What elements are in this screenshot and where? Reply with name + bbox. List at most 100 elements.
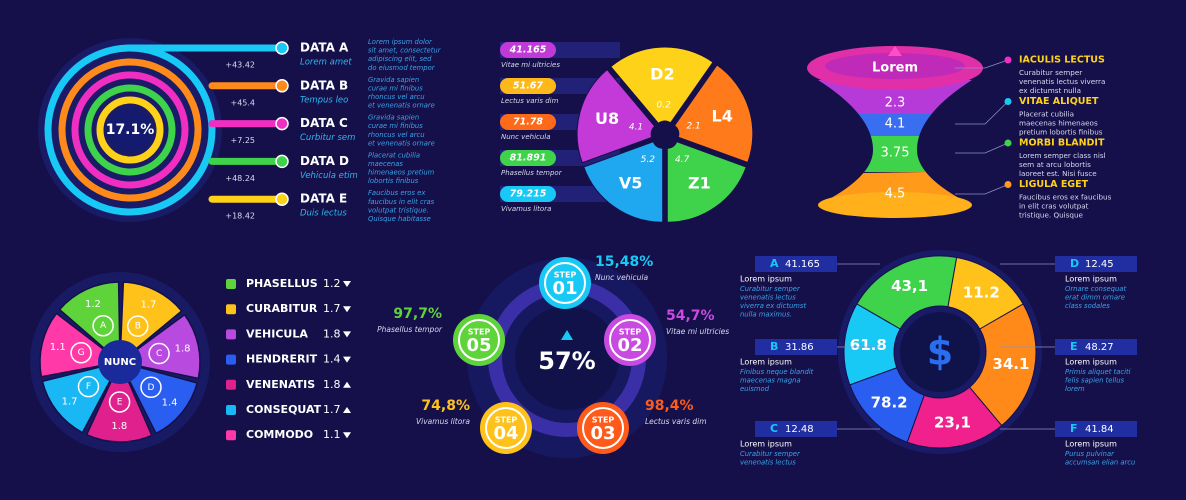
petal-value: 1.8: [111, 421, 127, 432]
legend-value: 1.7: [323, 302, 341, 315]
funnel-band: [864, 136, 926, 172]
donut-item-bar: [1055, 339, 1137, 355]
ring-delta: +18.42: [225, 212, 255, 221]
legend-value: 1.8: [323, 378, 341, 391]
donut-item-bar: [1055, 421, 1137, 437]
step-word: STEP: [592, 416, 615, 425]
legend-swatch: [226, 379, 236, 390]
funnel-value: 4.1: [885, 117, 906, 132]
donut-item-desc: Ornare consequat: [1065, 285, 1126, 293]
funnel-connector: [955, 184, 1009, 195]
funnel-dot: [1004, 98, 1012, 105]
donut-item-title: Lorem ipsum: [740, 440, 792, 449]
donut-item-value: 31.86: [785, 342, 814, 353]
ring-desc: Quisque habitasse: [368, 215, 431, 223]
legend-name: VENENATIS: [246, 378, 315, 391]
pie-slice: [673, 64, 754, 164]
legend-trend: [343, 356, 351, 363]
funnel-item-desc: sem at arcu lobortis: [1019, 160, 1091, 169]
funnel-item-desc: Lorem semper class nisl: [1019, 151, 1106, 160]
step-inner: [582, 407, 624, 449]
ring-sub: Vehicula etim: [300, 171, 358, 181]
ring-delta: +7.25: [230, 136, 255, 145]
donut-item-desc: viverra ex dictumst: [740, 302, 806, 310]
pie-label-caption: Lectus varis dim: [501, 97, 559, 105]
step-caption: Vitae mi ultricies: [666, 327, 729, 336]
funnel-item-desc: pretium lobortis finibus: [1019, 128, 1103, 137]
legend-name: COMMODO: [246, 428, 313, 441]
legend-swatch: [226, 279, 236, 289]
donut-item-desc: euismod: [740, 385, 770, 393]
donut-center: [900, 312, 980, 392]
petal-value: 1.2: [85, 299, 101, 310]
ring-sub: Curbitur sem: [300, 133, 355, 143]
legend-name: VEHICULA: [246, 327, 308, 340]
ring-desc: curae mi finibus: [368, 84, 423, 92]
pie-slice-name: U8: [595, 109, 619, 128]
pie-slice-name: D2: [650, 65, 674, 84]
ring-delta: +45.4: [230, 98, 255, 107]
donut-value: 11.2: [963, 284, 1000, 302]
donut-item-title: Lorem ipsum: [1065, 358, 1117, 367]
pie-label-value: 51.67: [513, 81, 543, 92]
donut-item-bar: [755, 256, 837, 272]
legend-name: CURABITUR: [246, 302, 318, 315]
donut-item-desc: Curabitur semper: [740, 285, 801, 293]
legend-value: 1.8: [323, 327, 341, 340]
donut-item-desc: nulla maximus.: [740, 311, 792, 319]
donut-slice: [843, 303, 901, 386]
petal-letter: G: [78, 348, 85, 358]
donut-item-desc: accumsan elian arcu: [1065, 459, 1135, 467]
pie-label-value: 81.891: [510, 153, 547, 164]
legend-trend: [343, 407, 351, 413]
step-number: 05: [466, 335, 491, 356]
legend-name: HENDRERIT: [246, 353, 318, 366]
step-number: 02: [617, 335, 642, 356]
petal-letter: C: [156, 349, 162, 359]
ring-desc: Faucibus eros ex: [368, 189, 426, 197]
ring-desc: volutpat tristique.: [368, 206, 429, 214]
ring: [71, 71, 189, 189]
donut-item-value: 41.84: [1085, 424, 1114, 435]
petal-letter-circle: [127, 315, 149, 337]
funnel-item-desc: in elit cras volutpat: [1019, 202, 1089, 211]
petal-letter-circle: [92, 314, 114, 337]
step-word: STEP: [495, 416, 518, 425]
legend-value: 1.1: [323, 428, 341, 441]
funnel-item-desc: maecenas himenaeos: [1019, 119, 1098, 128]
donut-slice: [968, 303, 1037, 427]
pie-slice-value: 4.1: [629, 123, 643, 133]
ring-desc: do eiusmod tempor: [368, 64, 436, 72]
pie-slice: [610, 46, 714, 125]
ring-center-value: 17.1%: [106, 122, 155, 138]
pie-slice: [583, 141, 664, 223]
legend-value: 1.2: [323, 277, 341, 290]
legend-swatch: [226, 329, 236, 340]
funnel-item-title: VITAE ALIQUET: [1019, 96, 1099, 107]
step-percent: 98,4%: [645, 398, 694, 414]
donut-item-title: Lorem ipsum: [1065, 275, 1117, 284]
ring-dot: [275, 79, 289, 93]
petal-value: 1.8: [175, 343, 191, 354]
legend-trend: [343, 432, 351, 439]
step-circle: [539, 257, 591, 309]
petal-center-label: NUNC: [104, 357, 136, 368]
funnel-item-desc: venenatis lectus viverra: [1019, 77, 1105, 86]
pie-label-caption: Nunc vehicula: [501, 133, 551, 141]
ring: [84, 84, 176, 176]
funnel-item-title: IACULIS LECTUS: [1019, 55, 1105, 66]
pie-slice-name: V5: [619, 174, 643, 193]
donut-value: 43,1: [891, 277, 928, 295]
donut-item-desc: class sodales: [1065, 302, 1110, 310]
funnel-connector: [955, 101, 1009, 125]
step-circle: [480, 402, 532, 454]
ring-delta: +48.24: [225, 174, 255, 183]
funnel-value: 2.3: [885, 96, 906, 111]
ring-desc: Lorem ipsum dolor: [368, 38, 433, 46]
donut-item-value: 41.165: [785, 259, 820, 270]
donut-item-desc: venenatis lectus: [740, 294, 796, 302]
donut-value: 34.1: [992, 355, 1029, 373]
step-word: STEP: [619, 328, 642, 337]
donut-item-desc: lorem: [1065, 385, 1085, 393]
